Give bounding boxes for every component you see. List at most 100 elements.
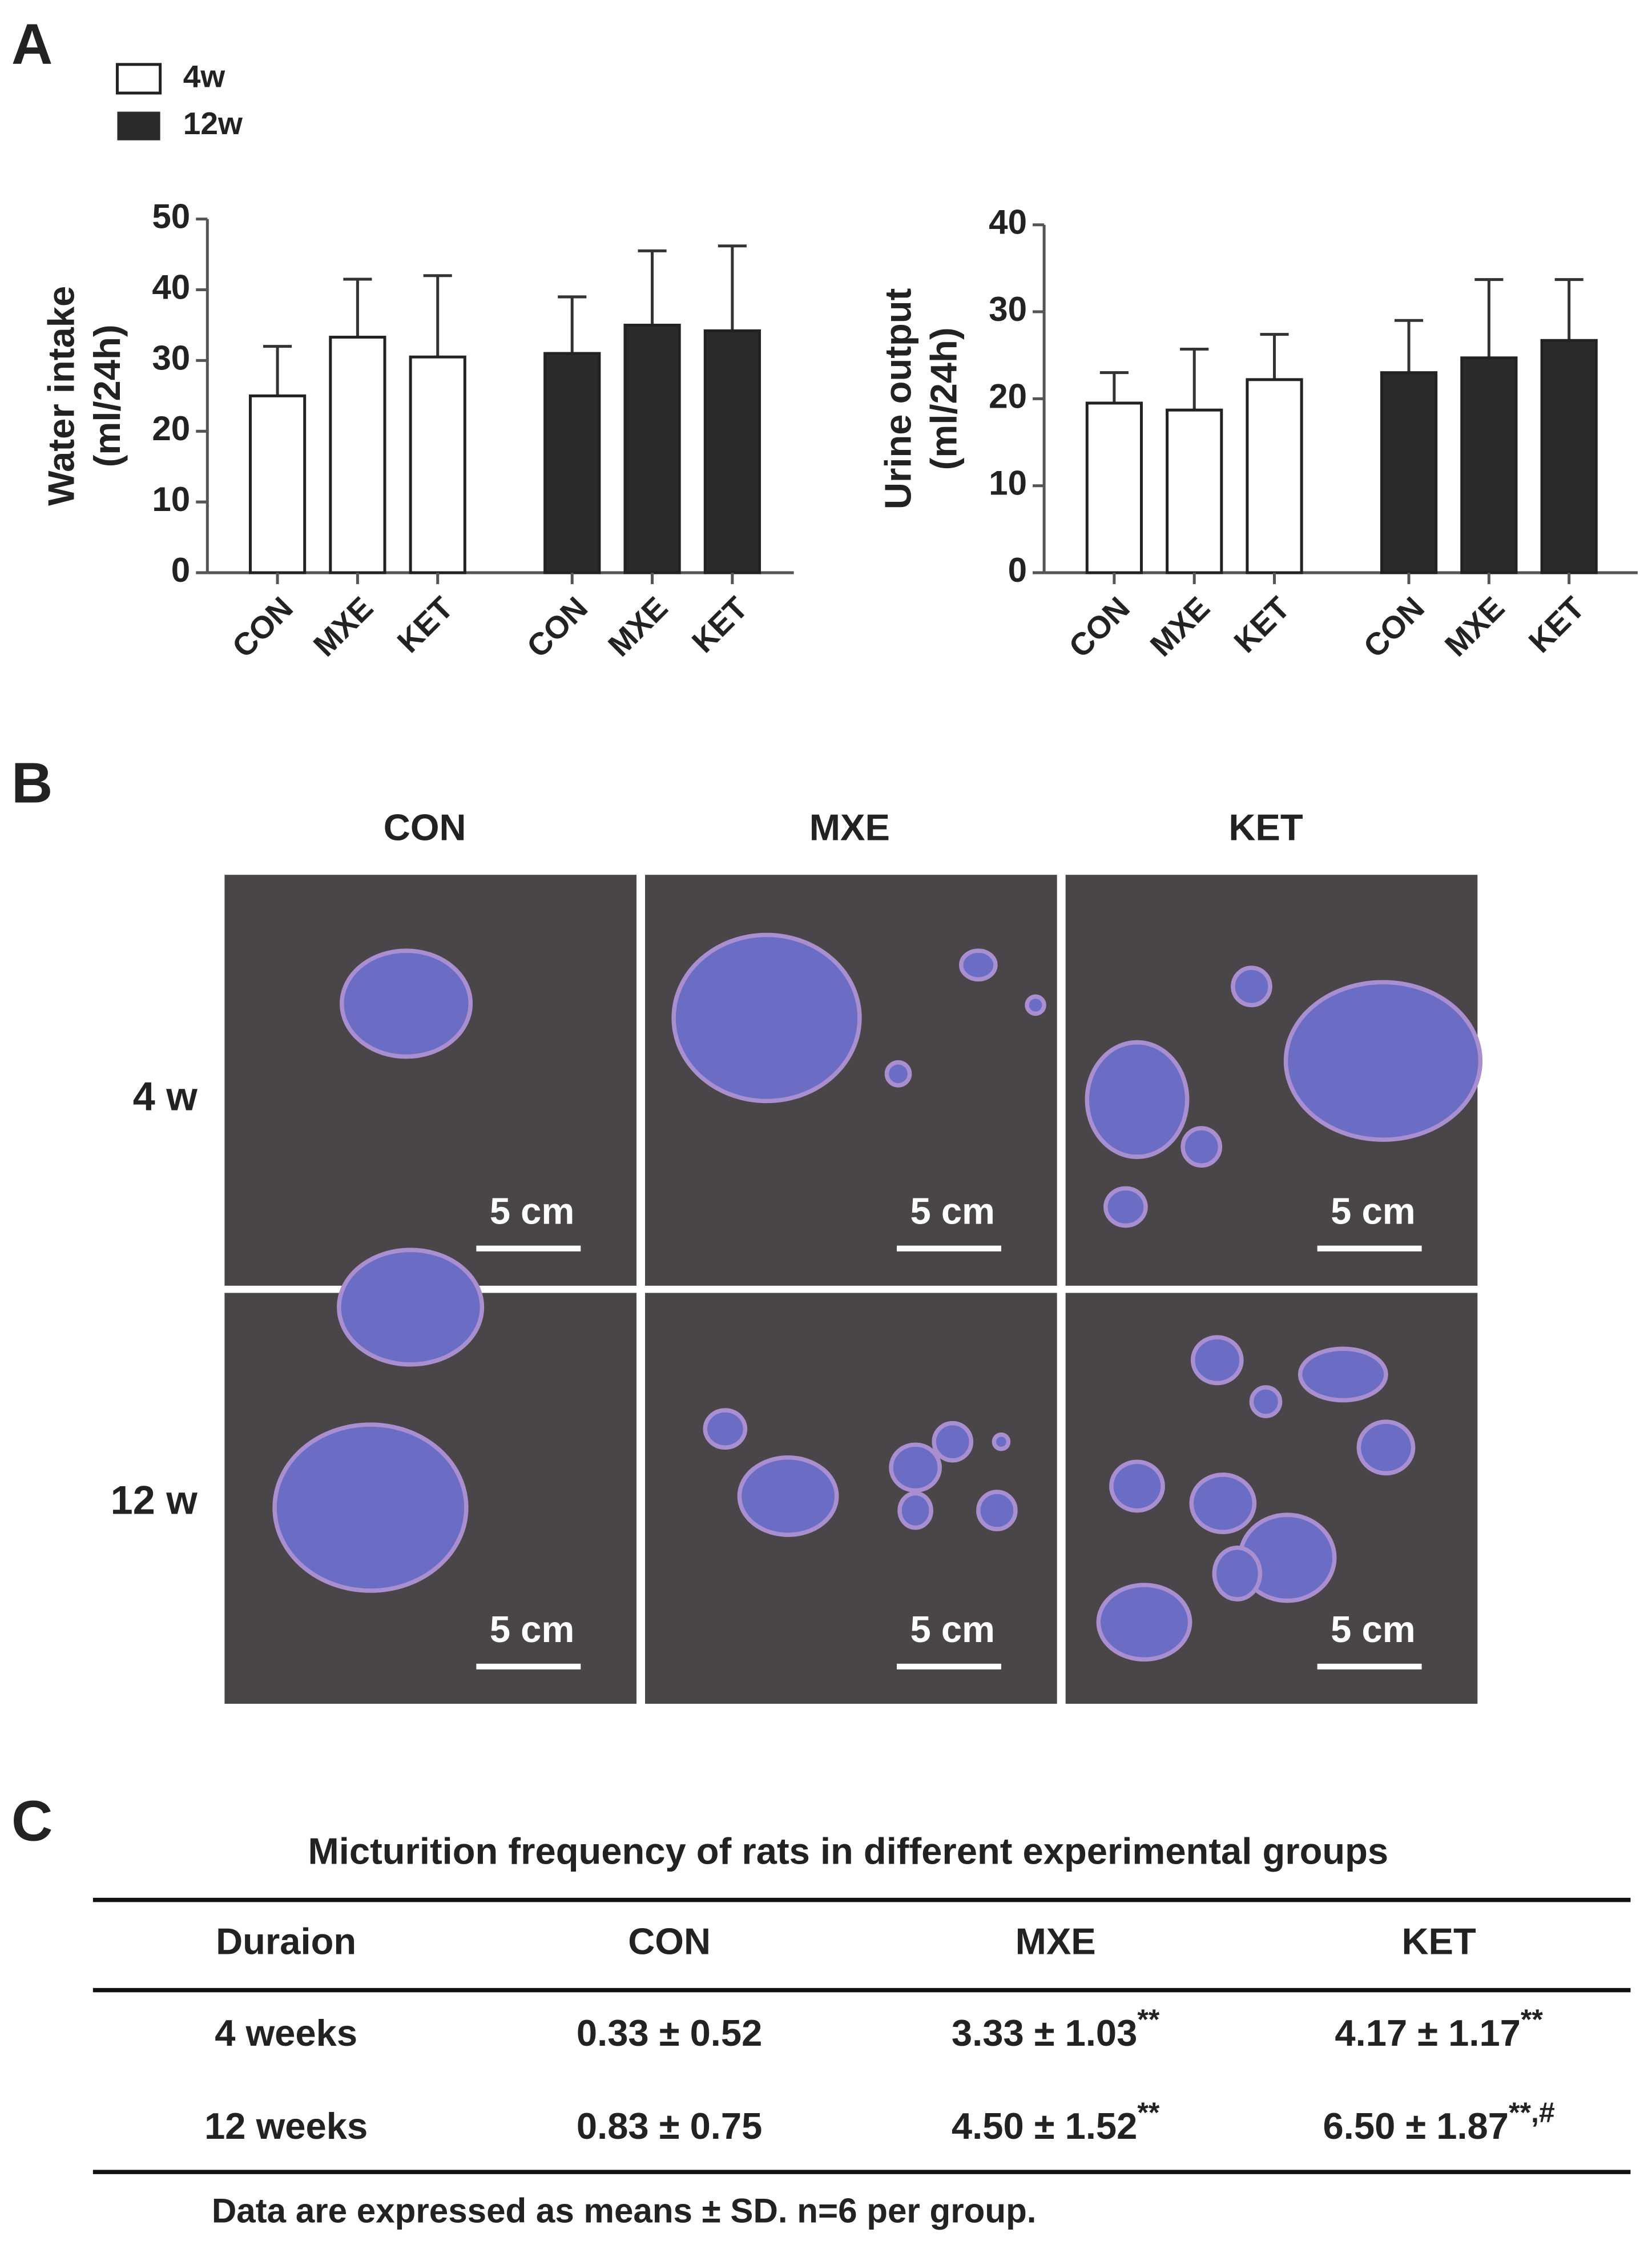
y-tick-label: 0 (1008, 551, 1027, 589)
y-tick-label: 40 (152, 268, 190, 306)
column-label: MXE (809, 807, 890, 848)
cell-superscript: ** (1521, 2003, 1543, 2035)
x-tick-label: MXE (1438, 590, 1511, 663)
x-tick-label: CON (520, 590, 594, 665)
cell-text: 4.17 ± 1.17 (1335, 2012, 1520, 2054)
bar (623, 323, 681, 574)
bar (1540, 339, 1598, 574)
table-title: Micturition frequency of rats in differe… (308, 1830, 1389, 1872)
y-axis-label-line: Water intake (41, 286, 82, 506)
x-tick-label: KET (1227, 590, 1297, 659)
stain (1085, 1040, 1190, 1159)
row-label: 12 w (111, 1478, 198, 1523)
y-tick-label: 30 (989, 290, 1027, 328)
stain (1356, 1419, 1416, 1476)
y-tick-label: 40 (989, 203, 1027, 242)
y-axis-label-line: Urine output (877, 288, 919, 509)
cell-text: 4.50 ± 1.52 (952, 2105, 1137, 2147)
x-tick-label: KET (1522, 590, 1591, 659)
stain (932, 1421, 974, 1463)
cell-text: 4 weeks (215, 2012, 357, 2054)
stain (1103, 1186, 1148, 1228)
stain (897, 1491, 933, 1530)
y-tick-label: 10 (152, 480, 190, 518)
y-axis-label-line: (ml/24h) (923, 327, 965, 470)
stain (889, 1442, 942, 1493)
stain (1212, 1546, 1263, 1602)
row-label: 4 w (133, 1073, 198, 1119)
bar (1085, 401, 1143, 574)
y-tick-label: 50 (152, 198, 190, 236)
stain (1189, 1472, 1257, 1534)
stain (1096, 1583, 1192, 1662)
stain (272, 1422, 469, 1593)
stain (959, 948, 998, 981)
table-note: Data are expressed as means ± SD. n=6 pe… (212, 2192, 1037, 2230)
panel-label: C (11, 1789, 53, 1853)
legend-swatch (117, 111, 160, 140)
y-tick-label: 20 (152, 409, 190, 448)
stain (737, 1455, 839, 1537)
table-cell: 0.33 ± 0.52 (577, 2012, 762, 2054)
x-tick-label: CON (225, 590, 300, 665)
y-tick-label: 20 (989, 377, 1027, 415)
bar (543, 352, 601, 574)
stain (671, 932, 862, 1104)
bar (409, 355, 466, 574)
x-tick-label: MXE (601, 590, 674, 663)
stain (1109, 1459, 1165, 1513)
scale-bar-label: 5 cm (910, 1608, 995, 1650)
stain (703, 1408, 748, 1450)
photo-grid: 4 w 5 cm 5 cm 5 cm 12 w 5 cm 5 cm 5 cm CON MXE KET (111, 807, 1483, 1704)
legend-swatch (115, 63, 162, 95)
table-cell: 6.50 ± 1.87**,# (1323, 2097, 1555, 2147)
scale-bar-label: 5 cm (490, 1608, 574, 1650)
photo (224, 875, 637, 1286)
cell-text: 12 weeks (204, 2105, 368, 2147)
table-cell: 4.50 ± 1.52** (952, 2097, 1160, 2147)
y-tick-label: 0 (171, 551, 190, 589)
bar (248, 394, 307, 574)
stain (340, 948, 473, 1059)
bar (1460, 356, 1518, 574)
cell-text: 0.33 ± 0.52 (577, 2012, 762, 2054)
bar (703, 329, 761, 574)
table-cell: 12 weeks (204, 2105, 368, 2147)
column-label: KET (1228, 807, 1303, 848)
x-tick-label: KET (685, 590, 755, 659)
table-cell: 3.33 ± 1.03** (952, 2003, 1160, 2054)
stain (1190, 1335, 1244, 1386)
scale-bar-label: 5 cm (1331, 1190, 1415, 1232)
table: Micturition frequency of rats in differe… (92, 1830, 1631, 2230)
cell-text: 0.83 ± 0.75 (577, 2105, 762, 2147)
table-header: Duraion (216, 1921, 356, 1962)
table-cell: 4.17 ± 1.17** (1335, 2003, 1543, 2054)
cell-superscript: ** (1137, 2097, 1159, 2129)
y-axis-label: Urine output (ml/24h) (877, 288, 965, 509)
stain (1025, 994, 1046, 1016)
panel-label: B (11, 751, 53, 815)
cell-text: 6.50 ± 1.87 (1323, 2105, 1509, 2147)
y-tick-label: 30 (152, 339, 190, 377)
y-tick-label: 10 (989, 464, 1027, 502)
stain (337, 1248, 485, 1367)
x-tick-label: MXE (307, 590, 380, 663)
table-cell: 4 weeks (215, 2012, 357, 2054)
stain (1298, 1346, 1388, 1403)
y-axis-label: Water intake (ml/24h) (41, 286, 128, 506)
column-label: CON (384, 807, 466, 848)
stain (884, 1060, 912, 1088)
stain (1249, 1385, 1283, 1418)
bar (329, 336, 386, 574)
legend-label: 12w (183, 106, 243, 141)
x-tick-label: MXE (1143, 590, 1216, 663)
panel-label: A (11, 13, 53, 77)
bar (1380, 371, 1438, 574)
bar (1166, 408, 1223, 574)
cell-text: 3.33 ± 1.03 (952, 2012, 1137, 2054)
table-header: MXE (1016, 1921, 1096, 1962)
cell-superscript: **,# (1509, 2097, 1555, 2129)
stain (992, 1432, 1011, 1451)
